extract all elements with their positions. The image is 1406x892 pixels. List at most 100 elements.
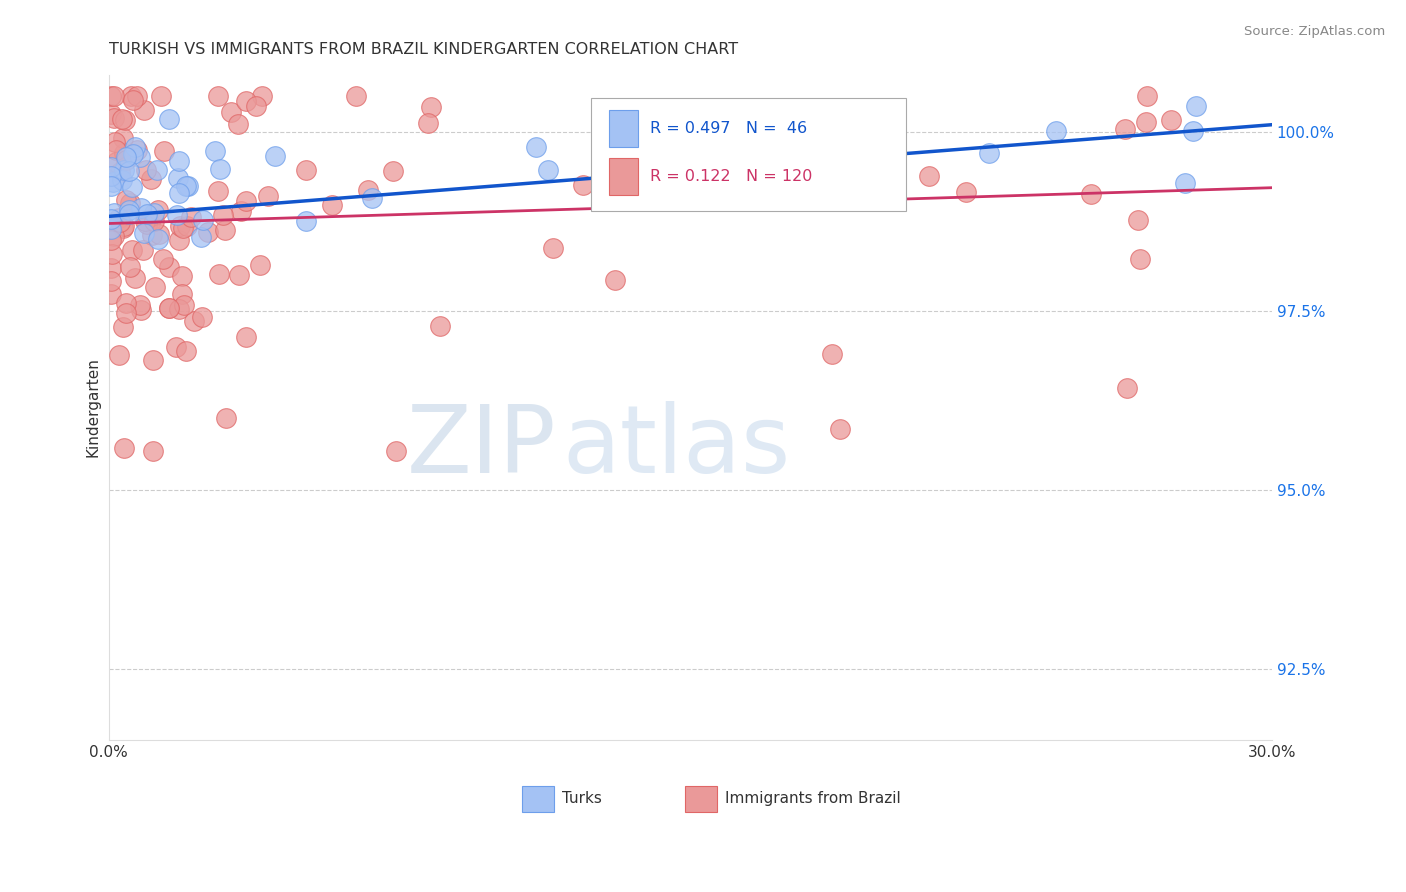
- Point: [150, 89, 173, 103]
- Point: [100, 233, 122, 247]
- Point: [295, 213, 318, 227]
- Point: [191, 310, 214, 325]
- Point: [108, 348, 131, 362]
- Point: [1116, 381, 1139, 395]
- Text: Source: ZipAtlas.com: Source: ZipAtlas.com: [1244, 25, 1385, 38]
- Point: [167, 170, 190, 185]
- Point: [738, 127, 761, 141]
- Text: R = 0.497   N =  46: R = 0.497 N = 46: [650, 121, 807, 136]
- Point: [148, 202, 170, 217]
- Point: [157, 260, 180, 274]
- Point: [135, 163, 157, 178]
- Point: [211, 208, 233, 222]
- Point: [709, 163, 731, 178]
- Point: [120, 260, 142, 274]
- Point: [619, 181, 641, 195]
- Point: [429, 318, 451, 333]
- Point: [418, 116, 440, 130]
- Point: [235, 330, 257, 344]
- Point: [139, 216, 162, 230]
- Point: [142, 213, 165, 227]
- Point: [112, 130, 135, 145]
- Point: [839, 143, 862, 157]
- Point: [537, 163, 560, 178]
- Point: [603, 187, 626, 202]
- Point: [357, 184, 380, 198]
- Point: [713, 167, 735, 181]
- Point: [100, 211, 122, 226]
- Y-axis label: Kindergarten: Kindergarten: [86, 358, 100, 458]
- Point: [121, 243, 143, 257]
- Point: [121, 93, 143, 107]
- Point: [759, 104, 782, 119]
- Point: [257, 189, 280, 203]
- Bar: [609, 111, 638, 147]
- Point: [167, 186, 190, 201]
- Point: [167, 154, 190, 169]
- Point: [127, 143, 149, 157]
- Point: [118, 164, 141, 178]
- Text: ZIP: ZIP: [406, 401, 557, 493]
- Point: [100, 161, 122, 175]
- Point: [104, 154, 127, 169]
- Point: [1129, 252, 1152, 266]
- Point: [124, 271, 146, 285]
- Point: [111, 320, 134, 334]
- Point: [115, 295, 138, 310]
- Bar: [685, 786, 717, 813]
- Bar: [609, 159, 638, 195]
- Point: [541, 241, 564, 255]
- Point: [112, 146, 135, 161]
- Point: [131, 302, 153, 317]
- Point: [190, 229, 212, 244]
- Point: [100, 274, 122, 288]
- Point: [1174, 177, 1197, 191]
- Point: [124, 140, 146, 154]
- Point: [114, 150, 136, 164]
- Point: [229, 204, 252, 219]
- Point: [115, 193, 138, 207]
- Point: [100, 169, 122, 183]
- Point: [252, 89, 274, 103]
- Point: [146, 232, 169, 246]
- Point: [167, 233, 190, 247]
- Point: [157, 112, 180, 126]
- Point: [146, 163, 169, 178]
- Point: [141, 227, 163, 242]
- Point: [114, 112, 136, 127]
- Point: [108, 164, 131, 178]
- Point: [139, 171, 162, 186]
- Point: [103, 111, 125, 125]
- Point: [176, 219, 198, 233]
- Point: [169, 219, 191, 233]
- Point: [219, 104, 242, 119]
- Point: [344, 89, 367, 103]
- Text: R = 0.122   N = 120: R = 0.122 N = 120: [650, 169, 813, 184]
- Point: [128, 297, 150, 311]
- Point: [121, 180, 143, 194]
- Point: [110, 214, 132, 228]
- Point: [101, 247, 124, 261]
- Point: [191, 212, 214, 227]
- Point: [295, 162, 318, 177]
- Point: [207, 184, 229, 198]
- Point: [167, 302, 190, 317]
- Text: Turks: Turks: [562, 791, 602, 806]
- Point: [100, 89, 122, 103]
- Point: [208, 161, 231, 176]
- Point: [142, 353, 165, 368]
- Point: [100, 260, 122, 275]
- Point: [132, 244, 155, 258]
- Point: [120, 89, 142, 103]
- Point: [112, 441, 135, 455]
- Point: [226, 117, 249, 131]
- Point: [100, 222, 122, 236]
- Point: [104, 135, 127, 149]
- Point: [235, 94, 257, 108]
- Point: [172, 221, 194, 235]
- Point: [103, 175, 125, 189]
- Point: [100, 179, 122, 194]
- Point: [249, 258, 271, 272]
- Point: [204, 145, 226, 159]
- Point: [419, 100, 441, 114]
